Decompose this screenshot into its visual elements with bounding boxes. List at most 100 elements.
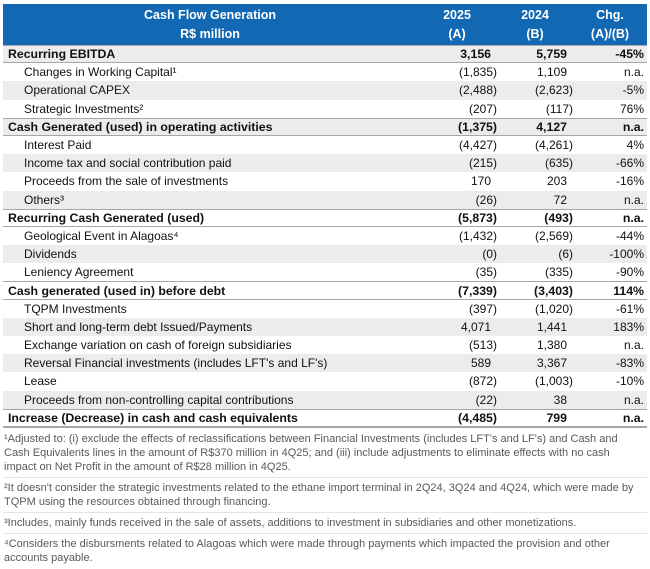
row-label: Short and long-term debt Issued/Payments [24, 319, 253, 334]
value-2024: (635) [544, 156, 573, 171]
value-2024: 1,441 [536, 319, 567, 334]
value-2024: (4,261) [534, 138, 573, 153]
value-chg: n.a. [623, 392, 644, 407]
value-2025: (26) [475, 192, 497, 207]
value-chg: 183% [613, 319, 644, 334]
table-row: Reversal Financial investments (includes… [3, 354, 647, 373]
value-2025: (215) [468, 156, 497, 171]
table-row: Geological Event in Alagoas⁴ (1,432) (2,56… [3, 226, 647, 246]
col-header-2025-letter: (A) [448, 26, 466, 41]
value-2025: (1,432) [458, 228, 497, 243]
value-chg: n.a. [622, 210, 644, 225]
value-2024: 4,127 [536, 119, 567, 134]
footnote: ¹Adjusted to: (i) exclude the effects of… [4, 432, 618, 473]
row-label: Lease [24, 374, 57, 389]
value-chg: n.a. [623, 65, 644, 80]
table-row: Recurring Cash Generated (used) (5,873) (4… [3, 208, 647, 227]
value-chg: 76% [619, 101, 644, 116]
value-2025: (4,485) [458, 410, 497, 425]
value-2024: 72 [553, 192, 567, 207]
footnote: ³Includes, mainly funds received in the … [3, 511, 647, 533]
table-row: Proceeds from the sale of investments 170… [3, 172, 647, 191]
value-2024: 1,109 [536, 65, 567, 80]
value-2024: (493) [544, 210, 573, 225]
table-row: Proceeds from non-controlling capital co… [3, 390, 647, 409]
header-title-line1: Cash Flow Generation [144, 7, 276, 22]
table-row: Income tax and social contribution paid (… [3, 154, 647, 173]
value-chg: 4% [626, 138, 644, 153]
value-chg: n.a. [622, 119, 644, 134]
footnote: ⁴Considers the disbursments related to A… [3, 532, 647, 568]
row-label: Income tax and social contribution paid [24, 156, 232, 171]
table-row: Short and long-term debt Issued/Payments… [3, 317, 647, 336]
col-header-2024-letter: (B) [526, 26, 544, 41]
value-2025: (0) [482, 247, 497, 262]
value-2024: (6) [558, 247, 573, 262]
row-label: Others³ [24, 192, 65, 207]
value-2024: (1,003) [534, 374, 573, 389]
table-row: Operational CAPEX (2,488) (2,623) -5% [3, 81, 647, 100]
table-row: Strategic Investments² (207) (117) 76% [3, 99, 647, 118]
header-title: Cash Flow Generation R$ million [3, 6, 417, 44]
value-2025: (513) [468, 338, 497, 353]
row-label: Operational CAPEX [24, 83, 131, 98]
table-row: Lease (872) (1,003) -10% [3, 372, 647, 391]
value-chg: -61% [615, 301, 644, 316]
value-chg: n.a. [623, 338, 644, 353]
value-2025: (7,339) [458, 283, 497, 298]
value-chg: -10% [615, 374, 644, 389]
table-row: Changes in Working Capital¹ (1,835) 1,109 n… [3, 63, 647, 82]
table-row: Cash generated (used in) before debt (7,3… [3, 281, 647, 300]
row-label: Exchange variation on cash of foreign su… [24, 338, 292, 353]
table-row: Dividends (0) (6) -100% [3, 245, 647, 264]
value-chg: -100% [609, 247, 644, 262]
value-2024: 799 [546, 410, 567, 425]
table-row: Interest Paid (4,427) (4,261) 4% [3, 135, 647, 155]
row-label: Reversal Financial investments (includes… [24, 356, 328, 371]
table-row: TQPM Investments (397) (1,020) -61% [3, 299, 647, 318]
table-body: Recurring EBITDA 3,156 5,759 -45% Changes in… [3, 45, 647, 427]
value-2024: (3,403) [534, 283, 573, 298]
table-row: Exchange variation on cash of foreign su… [3, 336, 647, 355]
value-2024: (2,623) [534, 83, 573, 98]
value-2025: (397) [468, 301, 497, 316]
row-label: Cash generated (used in) before debt [8, 283, 226, 298]
value-2024: (335) [544, 265, 573, 280]
row-label: Proceeds from the sale of investments [24, 174, 229, 189]
value-2025: (35) [475, 265, 497, 280]
value-2024: 1,380 [536, 338, 567, 353]
value-chg: -66% [615, 156, 644, 171]
row-label: Strategic Investments² [24, 101, 144, 116]
value-2024: (1,020) [534, 301, 573, 316]
value-chg: n.a. [622, 410, 644, 425]
value-2024: (2,569) [534, 228, 573, 243]
table-row: Recurring EBITDA 3,156 5,759 -45% [3, 45, 647, 64]
value-2025: (22) [475, 392, 497, 407]
col-header-chg: Chg. (A)/(B) [573, 6, 647, 44]
col-header-chg-formula: (A)/(B) [590, 26, 630, 41]
value-chg: 114% [613, 283, 644, 298]
value-chg: -44% [615, 228, 644, 243]
row-label: Interest Paid [24, 138, 92, 153]
value-chg: -5% [622, 83, 644, 98]
value-2025: (872) [468, 374, 497, 389]
row-label: Changes in Working Capital¹ [24, 65, 177, 80]
value-2025: (1,835) [458, 65, 497, 80]
row-label: Recurring Cash Generated (used) [8, 210, 205, 225]
value-2025: 589 [470, 356, 491, 371]
value-2025: (4,427) [458, 138, 497, 153]
col-header-2025: 2025 (A) [417, 6, 497, 44]
row-label: Leniency Agreement [24, 265, 134, 280]
row-label: Proceeds from non-controlling capital co… [24, 392, 294, 407]
value-chg: n.a. [623, 192, 644, 207]
value-2024: 38 [553, 392, 567, 407]
row-label: Dividends [24, 247, 77, 262]
value-2025: 3,156 [460, 47, 491, 62]
value-2025: (1,375) [458, 119, 497, 134]
value-2024: 3,367 [536, 356, 567, 371]
footnotes: ¹Adjusted to: (i) exclude the effects of… [3, 426, 647, 568]
header-title-line2: R$ million [180, 26, 240, 41]
value-chg: -83% [615, 356, 644, 371]
col-header-chg-label: Chg. [596, 7, 624, 22]
